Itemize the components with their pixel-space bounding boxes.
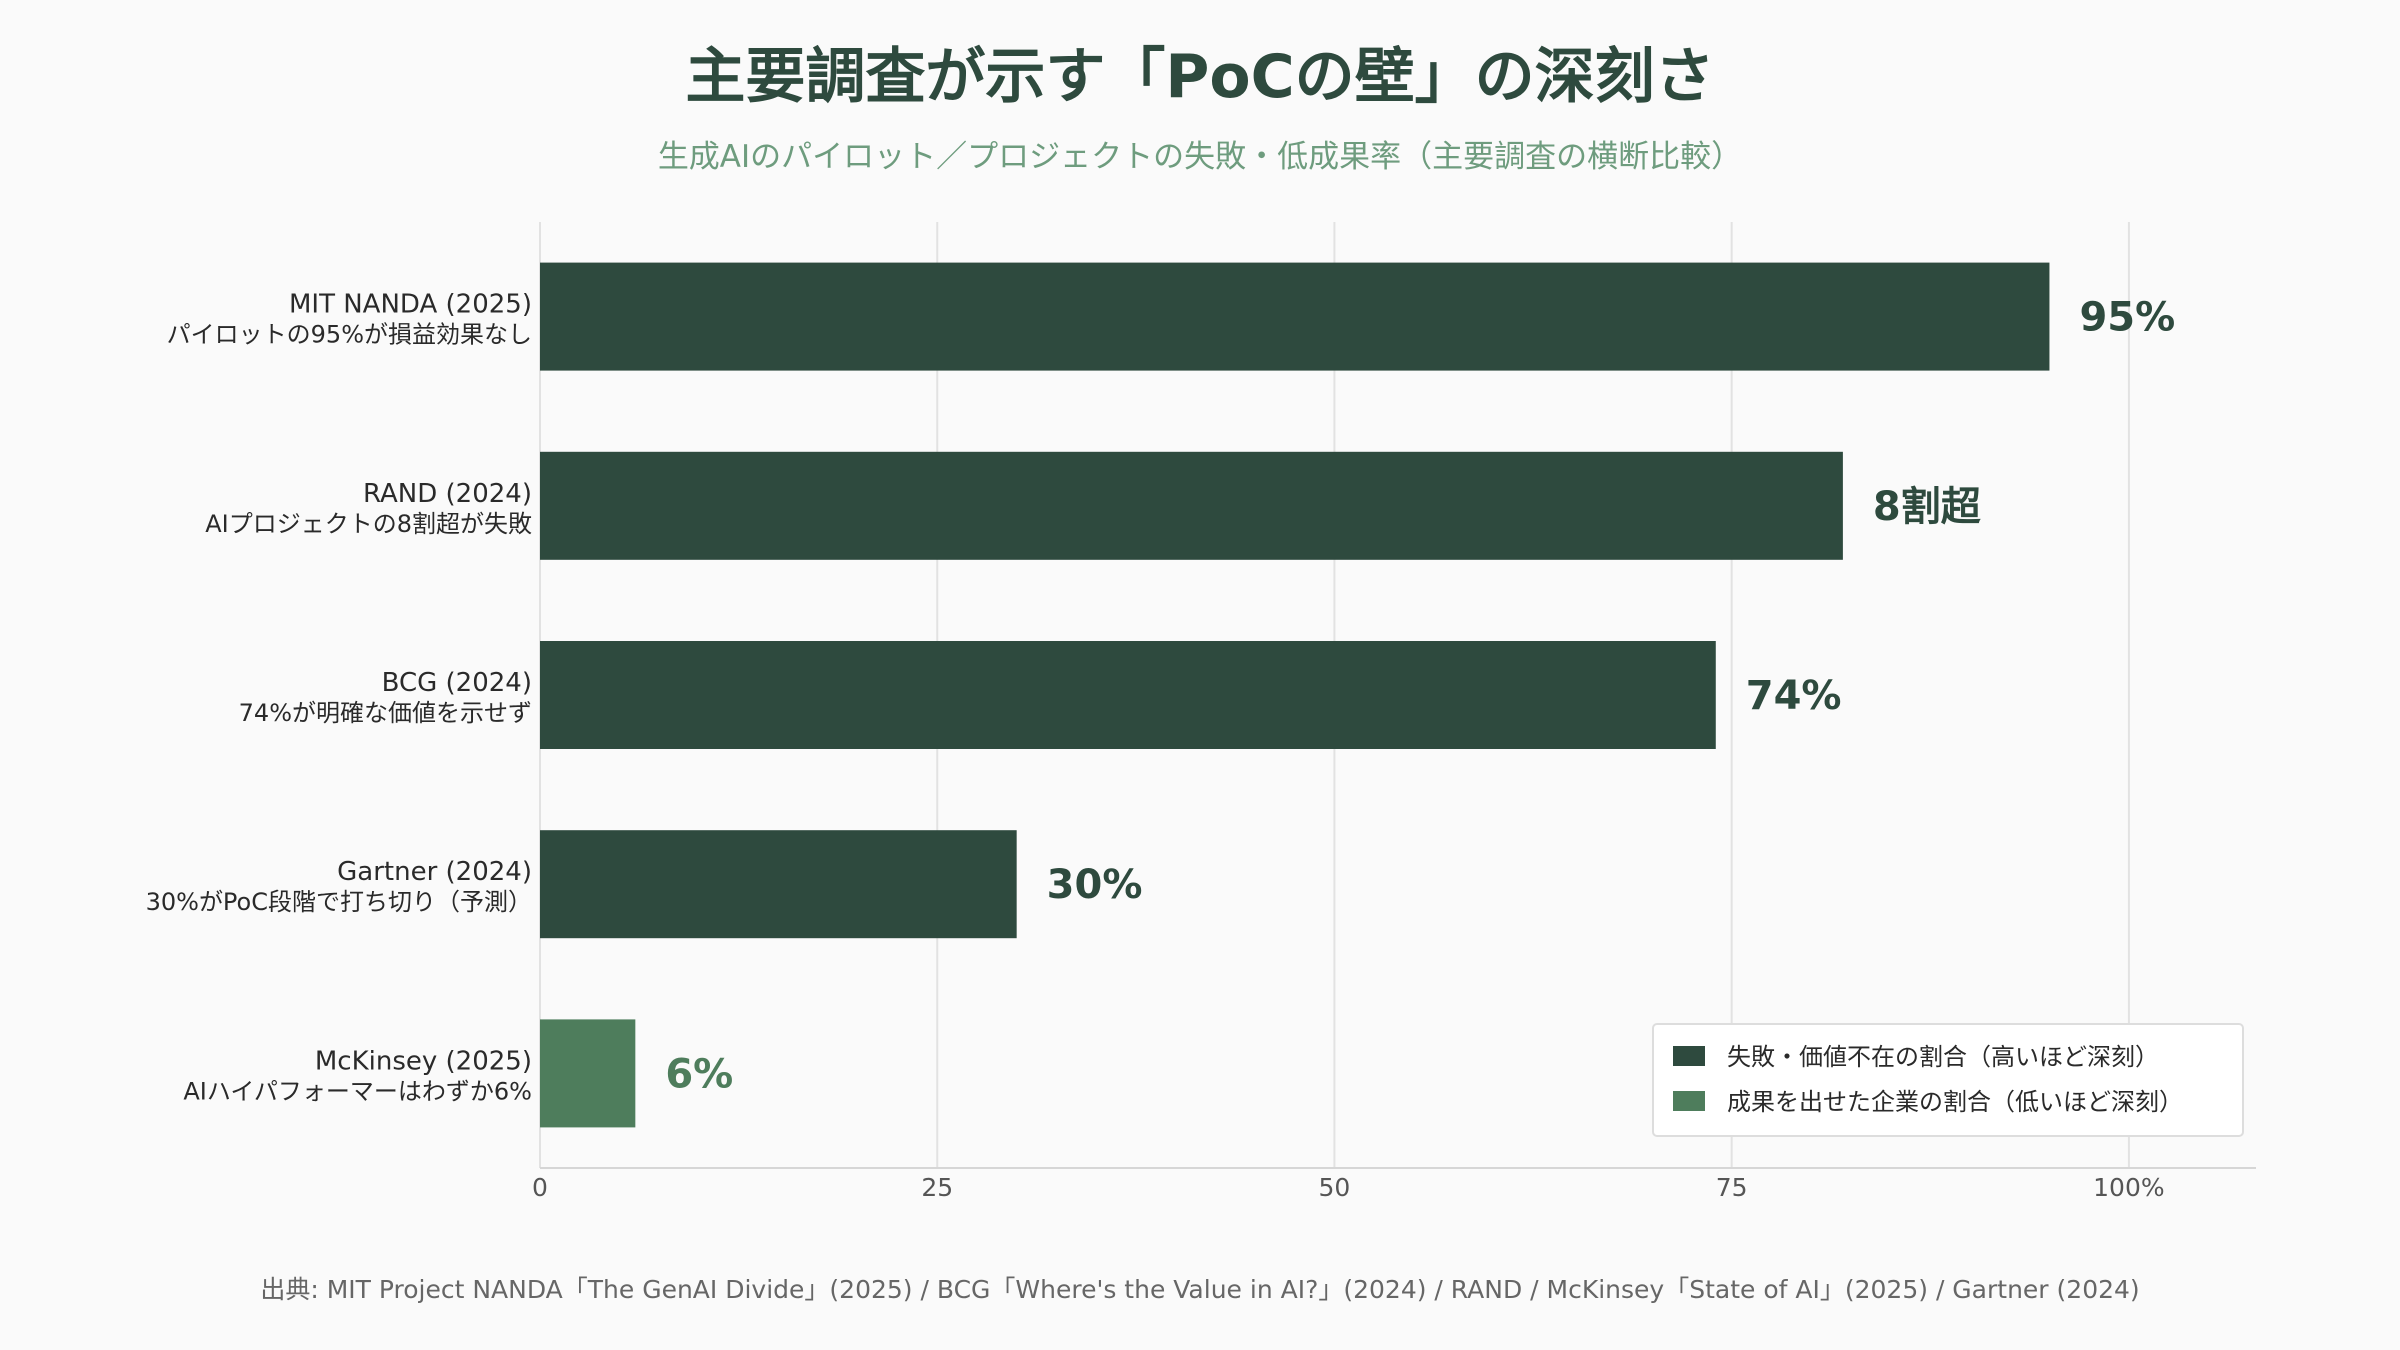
legend-swatch bbox=[1673, 1091, 1705, 1111]
legend-label: 成果を出せた企業の割合（低いほど深刻） bbox=[1727, 1088, 2183, 1116]
category-label-source: Gartner (2024) bbox=[337, 857, 532, 887]
chart-subtitle: 生成AIのパイロット／プロジェクトの失敗・低成果率（主要調査の横断比較） bbox=[657, 139, 1743, 175]
bar-value-label: 6% bbox=[665, 1051, 733, 1097]
legend-swatch bbox=[1673, 1046, 1705, 1066]
category-label-detail: AIハイパフォーマーはわずか6% bbox=[183, 1077, 532, 1105]
category-label-source: BCG (2024) bbox=[382, 668, 532, 698]
bar-value-label: 30% bbox=[1047, 862, 1143, 908]
x-tick-label: 50 bbox=[1319, 1173, 1351, 1202]
bar bbox=[540, 451, 1843, 560]
category-label-detail: パイロットの95%が損益効果なし bbox=[167, 321, 532, 349]
category-label-detail: 74%が明確な価値を示せず bbox=[239, 699, 532, 727]
bars: 95% MIT NANDA (2025)パイロットの95%が損益効果なし 8割超 RA… bbox=[146, 262, 2175, 1128]
legend-label: 失敗・価値不在の割合（高いほど深刻） bbox=[1727, 1043, 2159, 1071]
legend-box bbox=[1652, 1023, 2244, 1137]
category-label-source: MIT NANDA (2025) bbox=[289, 290, 532, 320]
bar bbox=[540, 830, 1017, 939]
source-note: 出典: MIT Project NANDA「The GenAI Divide」(… bbox=[260, 1275, 2140, 1304]
legend: 失敗・価値不在の割合（高いほど深刻） 成果を出せた企業の割合（低いほど深刻） bbox=[1652, 1023, 2244, 1137]
bar-value-label: 95% bbox=[2079, 295, 2175, 341]
x-tick-label: 25 bbox=[921, 1173, 953, 1202]
category-label-source: McKinsey (2025) bbox=[315, 1046, 532, 1076]
bar-value-label: 74% bbox=[1746, 673, 1842, 719]
bar bbox=[540, 262, 2050, 371]
category-label-detail: 30%がPoC段階で打ち切り（予測） bbox=[146, 888, 532, 916]
bar bbox=[540, 641, 1716, 749]
x-axis: 0 25 50 75 100% bbox=[532, 1167, 2256, 1202]
bar bbox=[540, 1019, 636, 1128]
category-label-source: RAND (2024) bbox=[363, 479, 532, 509]
x-tick-label: 0 bbox=[532, 1173, 548, 1202]
chart-title: 主要調査が示す「PoCの壁」の深刻さ bbox=[685, 42, 1715, 112]
x-tick-label: 75 bbox=[1716, 1173, 1748, 1202]
bar-value-label: 8割超 bbox=[1873, 484, 1982, 530]
x-tick-label: 100% bbox=[2093, 1173, 2164, 1202]
category-label-detail: AIプロジェクトの8割超が失敗 bbox=[205, 510, 532, 538]
